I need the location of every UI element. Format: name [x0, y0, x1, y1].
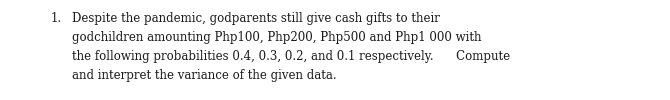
Text: 1.: 1. — [51, 12, 62, 25]
Text: Despite the pandemic, godparents still give cash gifts to their: Despite the pandemic, godparents still g… — [72, 12, 440, 25]
Text: and interpret the variance of the given data.: and interpret the variance of the given … — [72, 69, 336, 82]
Text: godchildren amounting Php100, Php200, Php500 and Php1 000 with: godchildren amounting Php100, Php200, Ph… — [72, 31, 482, 44]
Text: the following probabilities 0.4, 0.3, 0.2, and 0.1 respectively.      Compute: the following probabilities 0.4, 0.3, 0.… — [72, 50, 510, 63]
